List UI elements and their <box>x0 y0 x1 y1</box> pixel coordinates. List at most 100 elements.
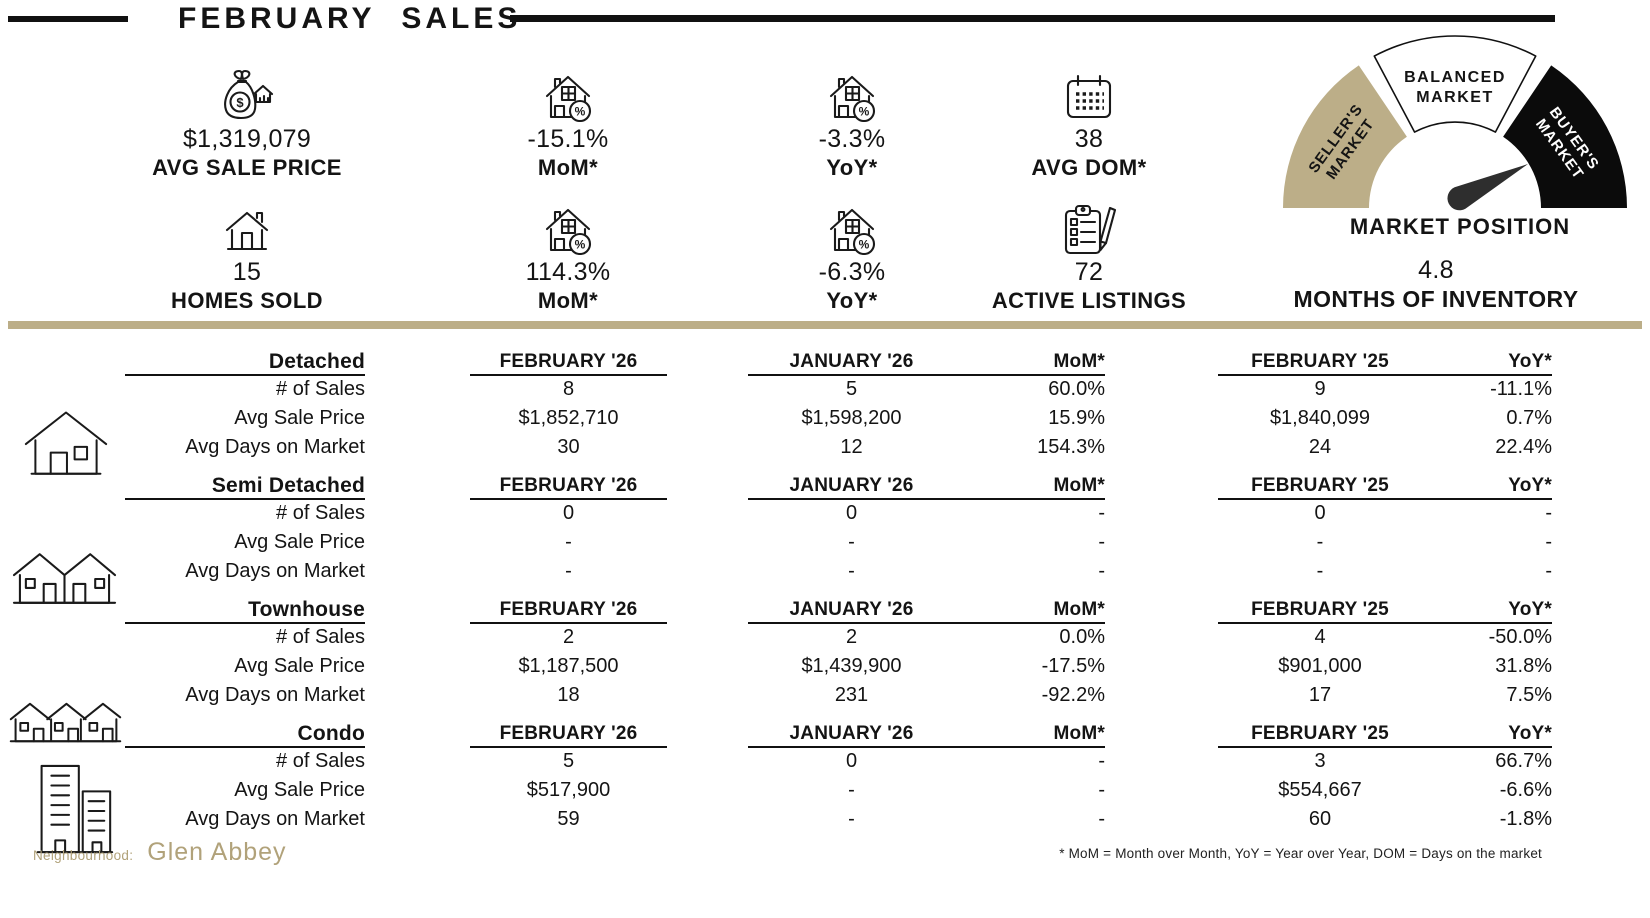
stat-yoy-price: % -3.3% YoY* <box>712 68 992 181</box>
header-underline <box>125 746 365 748</box>
table-cell: -17.5% <box>1041 655 1105 677</box>
row-label: Avg Days on Market <box>185 684 365 706</box>
table-cell: 0 <box>845 750 858 772</box>
table-cell: - <box>1098 808 1105 830</box>
neighbourhood-label: Neighbourhood: <box>33 848 134 863</box>
stat-value: 15 <box>232 258 262 286</box>
table-cell: $554,667 <box>1278 779 1362 801</box>
stat-value: -6.3% <box>818 258 886 286</box>
table-cell: 15.9% <box>1048 407 1105 429</box>
table-cell: -50.0% <box>1488 626 1552 648</box>
col-header-prev-month: JANUARY '26 <box>789 351 914 372</box>
table-cell: -11.1% <box>1490 378 1552 400</box>
table-cell: 9 <box>1314 378 1326 400</box>
table-cell: 8 <box>562 378 575 400</box>
house-icon <box>225 211 269 251</box>
col-header-prev-year: FEBRUARY '25 <box>1251 599 1389 620</box>
gauge-segment-balanced <box>1373 35 1537 133</box>
header-underline <box>125 374 365 376</box>
header-rule-left <box>8 16 128 22</box>
table-row: Avg Days on Market 18 231 -92.2% 17 7.5% <box>0 681 1650 710</box>
stat-months-inventory: 4.8 MONTHS OF INVENTORY <box>1266 253 1606 313</box>
table-row: Avg Sale Price $1,852,710 $1,598,200 15.… <box>0 404 1650 433</box>
svg-text:MARKET: MARKET <box>1416 89 1493 106</box>
stat-label: MONTHS OF INVENTORY <box>1293 286 1579 312</box>
table-cell: 12 <box>840 436 863 458</box>
svg-text:%: % <box>859 105 870 119</box>
col-header-current: FEBRUARY '26 <box>499 599 638 620</box>
table-cell: - <box>1316 560 1324 582</box>
table-cell: - <box>565 531 572 553</box>
stat-value: -15.1% <box>527 125 609 153</box>
page-title: FEBRUARY SALES <box>178 2 522 35</box>
house-percent-icon: % <box>829 75 876 122</box>
table-cell: 231 <box>834 684 869 706</box>
table-cell: $1,852,710 <box>518 407 619 429</box>
col-header-prev-year: FEBRUARY '25 <box>1251 475 1389 496</box>
col-header-prev-month: JANUARY '26 <box>789 599 914 620</box>
table-section-townhouse: Townhouse FEBRUARY '26 JANUARY '26 MoM* … <box>0 595 1650 711</box>
table-cell: 4 <box>1314 626 1326 648</box>
table-cell: - <box>1098 502 1105 524</box>
row-label: Avg Days on Market <box>185 560 365 582</box>
header-underline <box>470 746 667 748</box>
table-cell: -1.8% <box>1499 808 1552 830</box>
neighbourhood-value: Glen Abbey <box>147 838 287 866</box>
header-underline <box>748 746 1105 748</box>
row-label: # of Sales <box>276 502 365 524</box>
table-cell: - <box>1098 560 1105 582</box>
row-label: Avg Sale Price <box>234 407 365 429</box>
stat-value: -3.3% <box>818 125 886 153</box>
row-label: # of Sales <box>276 378 365 400</box>
table-cell: 5 <box>562 750 575 772</box>
calendar-icon <box>1066 74 1112 119</box>
table-row: Avg Days on Market - - - - - <box>0 557 1650 586</box>
money-bag-house-icon: $ <box>224 69 274 120</box>
svg-text:$: $ <box>236 95 244 110</box>
col-header-current: FEBRUARY '26 <box>499 351 638 372</box>
stat-label: YoY* <box>826 288 878 313</box>
table-cell: 0.7% <box>1506 407 1552 429</box>
col-header-prev-year: FEBRUARY '25 <box>1251 723 1389 744</box>
table-cell: 2 <box>845 626 858 648</box>
gauge-title: MARKET POSITION <box>1349 214 1571 239</box>
header-rule-right <box>510 15 1555 22</box>
stat-label: ACTIVE LISTINGS <box>991 288 1187 313</box>
row-label: Avg Days on Market <box>185 436 365 458</box>
gauge-segment-sellers <box>1283 65 1407 209</box>
table-cell: 7.5% <box>1506 684 1552 706</box>
stat-homes-sold: 15 HOMES SOLD <box>107 201 387 314</box>
table-row: # of Sales 5 0 - 3 66.7% <box>0 747 1650 776</box>
svg-text:%: % <box>575 105 586 119</box>
table-cell: 17 <box>1308 684 1332 706</box>
table-cell: 154.3% <box>1037 436 1105 458</box>
col-header-mom: MoM* <box>1053 723 1105 744</box>
gauge-segment-buyers <box>1503 65 1627 209</box>
house-percent-icon: % <box>545 75 592 122</box>
stat-value: 114.3% <box>525 258 611 286</box>
col-header-current: FEBRUARY '26 <box>499 723 638 744</box>
table-row: Avg Sale Price - - - - - <box>0 528 1650 557</box>
table-cell: 60.0% <box>1048 378 1105 400</box>
gauge-label-balanced: BALANCED MARKET <box>1404 69 1504 106</box>
col-header-current: FEBRUARY '26 <box>499 475 638 496</box>
table-cell: 24 <box>1308 436 1332 458</box>
col-header-yoy: YoY* <box>1508 475 1552 496</box>
gold-divider <box>8 321 1642 329</box>
table-section-condo: Condo FEBRUARY '26 JANUARY '26 MoM* FEBR… <box>0 719 1650 835</box>
clipboard-pencil-icon <box>1064 204 1117 255</box>
table-cell: 2 <box>562 626 575 648</box>
table-cell: - <box>848 531 855 553</box>
table-cell: - <box>565 560 572 582</box>
semi-detached-house-icon <box>12 553 117 604</box>
section-title: Semi Detached <box>211 474 365 497</box>
col-header-mom: MoM* <box>1053 351 1105 372</box>
table-cell: 59 <box>557 808 580 830</box>
row-label: Avg Sale Price <box>234 779 365 801</box>
header-underline <box>1218 746 1552 748</box>
table-cell: $1,840,099 <box>1269 407 1371 429</box>
table-cell: 30 <box>557 436 580 458</box>
stat-label: AVG SALE PRICE <box>152 155 342 180</box>
table-cell: - <box>1098 779 1105 801</box>
stat-yoy-sold: % -6.3% YoY* <box>712 201 992 314</box>
